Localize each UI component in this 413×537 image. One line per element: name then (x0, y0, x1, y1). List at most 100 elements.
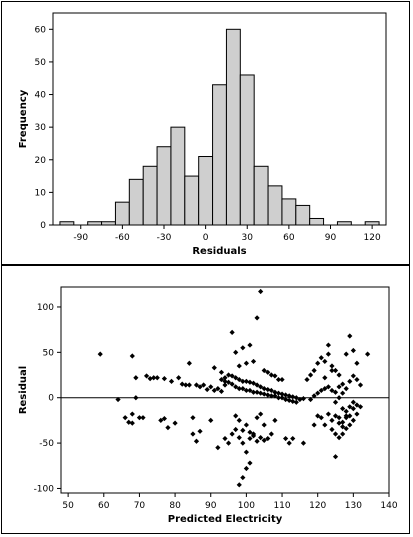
scatter-point (350, 417, 356, 424)
histogram-bar (212, 84, 227, 226)
scatter-point (240, 345, 246, 351)
y-tick-label: 50 (35, 58, 47, 68)
scatter-point (322, 358, 328, 365)
scatter-point (332, 367, 339, 374)
scatter-point (183, 382, 189, 388)
scatter-point (350, 399, 356, 405)
y-tick-label: 0 (40, 221, 46, 231)
scatter-point (340, 431, 346, 437)
scatter-point (261, 386, 267, 392)
x-axis-label: Predicted Electricity (168, 514, 283, 525)
scatter-point (325, 411, 331, 417)
y-axis-label: Residual (18, 366, 29, 414)
scatter-point (304, 376, 310, 383)
scatter-point (154, 375, 160, 381)
scatter-point (215, 445, 221, 451)
histogram-panel: -90 -60 -30 0 30 60 90 120 0 10 20 30 40 50 60 Residual… (18, 12, 387, 257)
x-tick-label: 50 (62, 501, 74, 511)
y-tick-label: 100 (37, 303, 54, 313)
scatter-point (354, 360, 360, 366)
scatter-point (286, 393, 292, 399)
scatter-point (261, 367, 267, 374)
scatter-point (247, 429, 253, 435)
scatter-point (236, 435, 242, 441)
scatter-point (222, 435, 228, 442)
scatter-point (243, 422, 249, 428)
scatter-point (293, 395, 299, 401)
scatter-point (247, 379, 253, 385)
scatter-point (222, 382, 228, 388)
scatter-point (357, 382, 364, 388)
scatter-point (329, 367, 335, 374)
scatter-point (336, 372, 342, 378)
scatter-point (236, 482, 242, 488)
scatter-point (286, 440, 292, 446)
scatter-point (332, 389, 339, 395)
histogram-bar (128, 178, 144, 226)
x-tick-label: 140 (380, 501, 397, 511)
scatter-point (268, 387, 274, 394)
scatter-point (250, 431, 257, 437)
scatter-point (311, 367, 317, 374)
y-tick-label: 10 (35, 188, 47, 198)
scatter-point (336, 420, 342, 426)
histogram-bar (281, 198, 297, 226)
x-tick-label: 130 (345, 501, 362, 511)
scatter-point (129, 411, 135, 417)
scatter-point (322, 375, 328, 381)
scatter-point (186, 382, 192, 388)
y-tick-label: 50 (43, 348, 55, 358)
scatter-point (307, 372, 314, 378)
scatter-point (265, 386, 271, 393)
histogram-bar (295, 204, 311, 226)
y-tick-label: -100 (34, 484, 55, 494)
scatter-point (268, 372, 274, 378)
scatter-point (347, 413, 353, 419)
scatter-point (204, 386, 210, 393)
scatter-point (315, 390, 321, 396)
x-tick-label: -30 (157, 233, 172, 243)
scatter-point (332, 454, 339, 460)
scatter-point (236, 363, 242, 369)
scatter-point (229, 431, 235, 437)
scatter-point (318, 387, 324, 394)
scatter-point (193, 382, 200, 388)
scatter-point (343, 408, 349, 414)
scatter-point (354, 376, 360, 383)
y-tick-label: 20 (35, 156, 47, 166)
scatter-point (350, 373, 356, 379)
scatter-panel: 50 60 70 80 90 100 110 120 130 140 -100 -50 0 50 100 Pr… (18, 286, 398, 525)
scatter-point (168, 378, 175, 384)
x-tick-label: 110 (273, 501, 290, 511)
x-tick-label: 90 (325, 233, 337, 243)
scatter-point (258, 390, 264, 396)
scatter-point (272, 393, 278, 399)
scatter-point (279, 376, 285, 383)
scatter-point (229, 381, 235, 387)
scatter-point (250, 380, 257, 386)
scatter-point (329, 417, 335, 424)
scatter-point (236, 417, 242, 424)
y-tick-label: 30 (35, 123, 47, 133)
scatter-point (240, 378, 246, 384)
histogram-bar (267, 185, 283, 226)
scatter-point (336, 435, 342, 441)
scatter-point (218, 369, 225, 375)
scatter-point (336, 415, 342, 421)
scatter-point (133, 375, 139, 381)
histogram-bar (114, 201, 130, 226)
y-axis-label: Frequency (18, 89, 29, 148)
scatter-point (158, 417, 164, 424)
scatter-point (129, 420, 135, 426)
scatter-point (115, 396, 121, 403)
histogram-bar (156, 146, 172, 226)
scatter-point (343, 425, 349, 432)
scatter-point (332, 431, 339, 437)
histogram-bar (170, 126, 186, 226)
scatter-point (322, 386, 328, 392)
scatter-point (261, 422, 267, 428)
scatter-point (190, 431, 196, 437)
x-tick-label: 100 (238, 501, 255, 511)
scatter-point (265, 369, 271, 375)
y-tick-label: 40 (35, 91, 47, 101)
